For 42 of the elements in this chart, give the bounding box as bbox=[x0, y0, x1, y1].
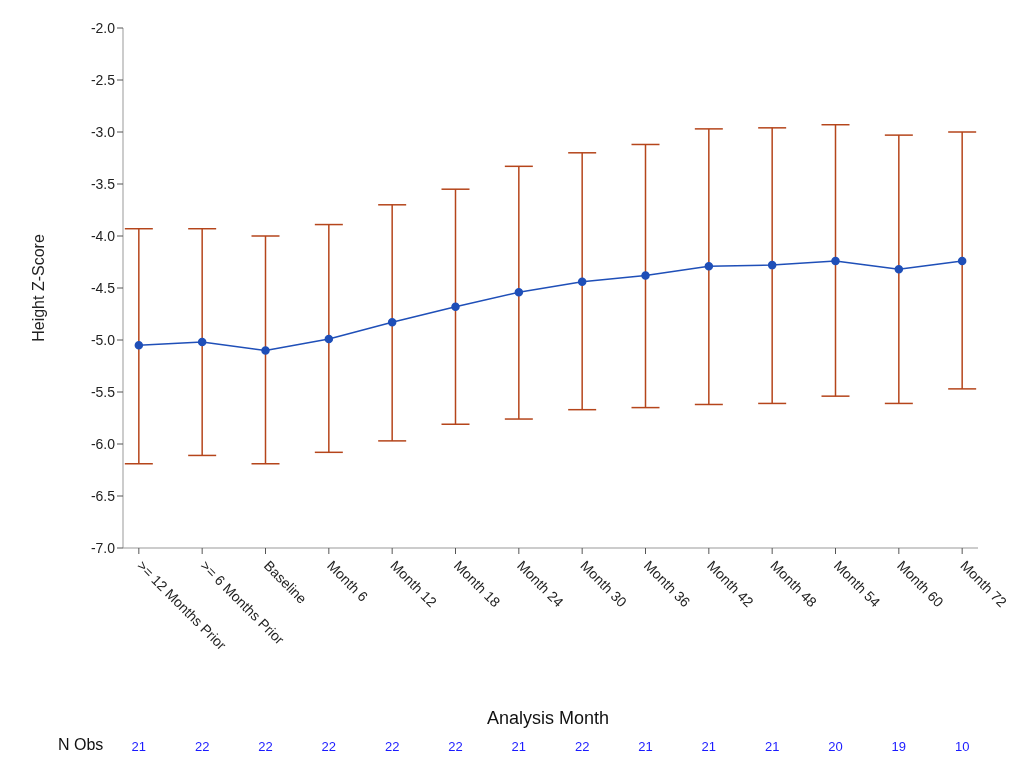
y-tick-label: -4.0 bbox=[90, 227, 116, 244]
point bbox=[197, 337, 207, 347]
y-tick-label: -2.5 bbox=[90, 71, 116, 88]
text: 21 bbox=[637, 739, 654, 754]
point bbox=[704, 261, 714, 271]
y-tick-label: -6.0 bbox=[90, 435, 116, 452]
point bbox=[641, 271, 650, 280]
point bbox=[387, 318, 397, 327]
point bbox=[767, 260, 777, 270]
point bbox=[894, 265, 904, 274]
point bbox=[577, 277, 587, 287]
x-axis-title: Analysis Month bbox=[485, 708, 611, 729]
point bbox=[451, 302, 460, 311]
text: 22 bbox=[193, 739, 211, 754]
text: 22 bbox=[320, 739, 338, 754]
point bbox=[261, 346, 270, 355]
text: 20 bbox=[827, 739, 844, 754]
y-tick-label: -3.5 bbox=[90, 175, 116, 192]
point bbox=[134, 340, 144, 350]
text: 22 bbox=[447, 739, 464, 754]
y-tick-label: -5.0 bbox=[90, 331, 116, 348]
y-axis-title: Height Z-Score bbox=[29, 234, 47, 342]
text: 22 bbox=[383, 739, 401, 754]
text: 21 bbox=[700, 739, 718, 754]
text: 21 bbox=[763, 739, 781, 754]
text: 22 bbox=[257, 739, 274, 754]
point bbox=[514, 287, 524, 297]
text: 22 bbox=[573, 739, 591, 754]
y-tick-label: -5.5 bbox=[90, 383, 116, 400]
text: N Obs bbox=[58, 736, 104, 754]
text: 10 bbox=[953, 739, 971, 754]
text: 19 bbox=[890, 739, 908, 754]
point bbox=[324, 334, 334, 344]
point bbox=[831, 256, 840, 266]
text: 21 bbox=[510, 739, 528, 754]
text: 21 bbox=[130, 739, 148, 754]
y-tick-label: -3.0 bbox=[90, 123, 116, 140]
y-tick-label: -2.0 bbox=[90, 19, 116, 36]
y-tick-label: -7.0 bbox=[90, 539, 116, 556]
point bbox=[957, 256, 967, 266]
y-tick-label: -6.5 bbox=[90, 487, 116, 504]
y-tick-label: -4.5 bbox=[90, 279, 116, 296]
